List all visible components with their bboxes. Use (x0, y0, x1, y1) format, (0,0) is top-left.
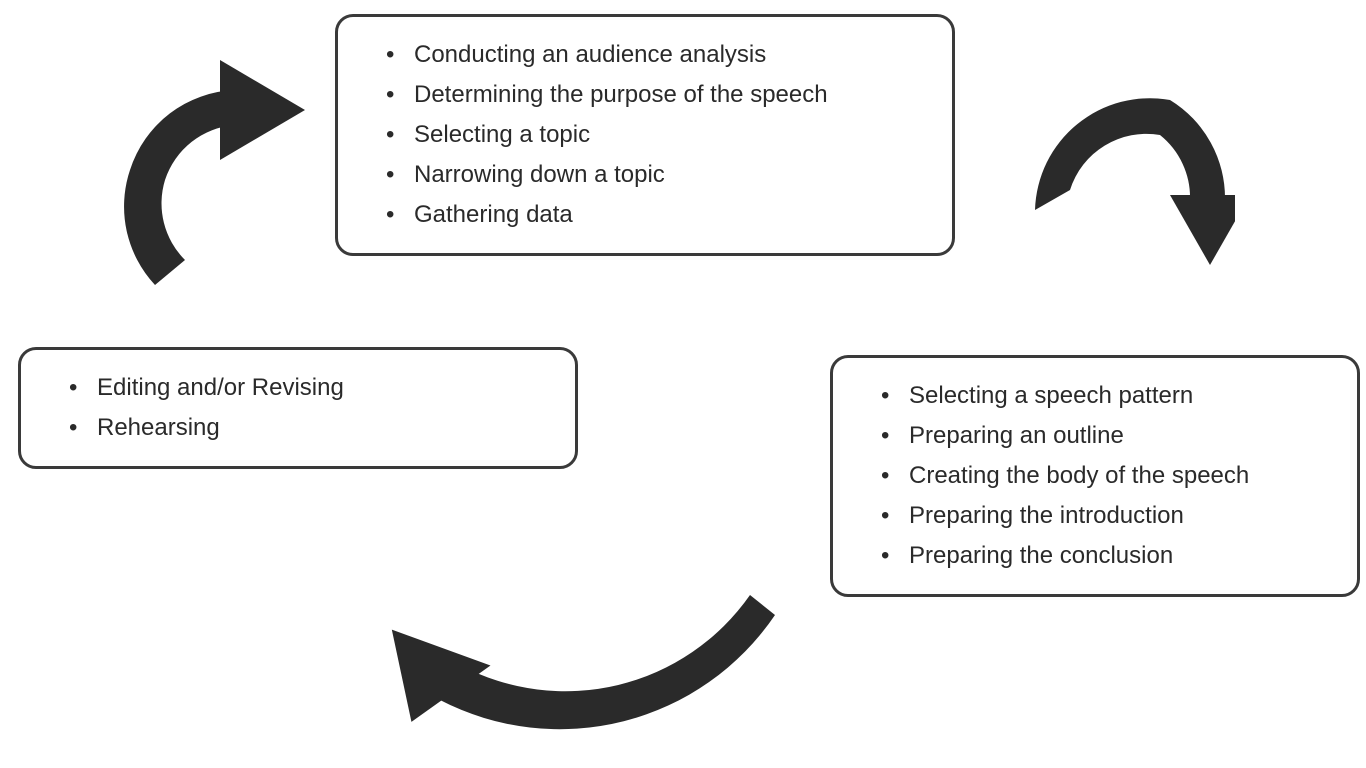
process-list-right: Selecting a speech pattern Preparing an … (881, 376, 1333, 576)
list-item: Preparing the introduction (881, 496, 1333, 536)
process-box-left: Editing and/or Revising Rehearsing (18, 347, 578, 469)
process-list-top: Conducting an audience analysis Determin… (386, 35, 928, 235)
arrow-left-to-top (100, 55, 320, 285)
list-item: Preparing the conclusion (881, 536, 1333, 576)
list-item: Determining the purpose of the speech (386, 75, 928, 115)
list-item: Creating the body of the speech (881, 456, 1333, 496)
list-item: Conducting an audience analysis (386, 35, 928, 75)
process-box-top: Conducting an audience analysis Determin… (335, 14, 955, 256)
process-box-right: Selecting a speech pattern Preparing an … (830, 355, 1360, 597)
list-item: Selecting a speech pattern (881, 376, 1333, 416)
list-item: Selecting a topic (386, 115, 928, 155)
arrow-top-to-right (1015, 60, 1235, 290)
list-item: Preparing an outline (881, 416, 1333, 456)
list-item: Rehearsing (69, 408, 551, 448)
list-item: Editing and/or Revising (69, 368, 551, 408)
arrow-right-to-left (355, 585, 790, 755)
list-item: Gathering data (386, 195, 928, 235)
process-list-left: Editing and/or Revising Rehearsing (69, 368, 551, 448)
list-item: Narrowing down a topic (386, 155, 928, 195)
